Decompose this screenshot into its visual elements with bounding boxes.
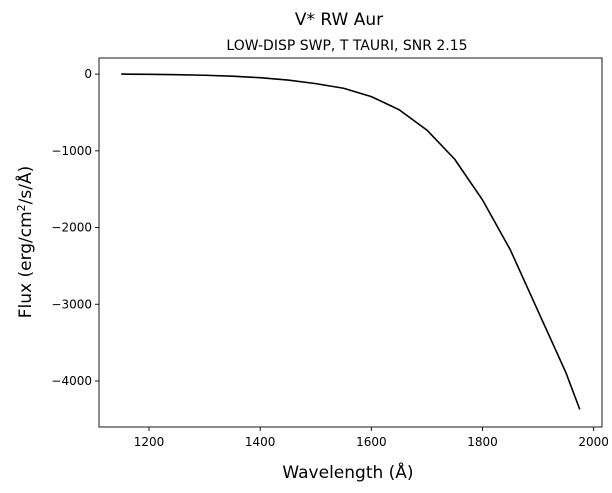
x-tick-label-1800: 1800: [467, 435, 498, 449]
y-tick-label--1000: −1000: [51, 144, 92, 158]
series-line-0: [121, 73, 581, 410]
y-tick-label--2000: −2000: [51, 221, 92, 235]
x-tick-label-1200: 1200: [134, 435, 165, 449]
x-axis-label: Wavelength (Å): [282, 461, 413, 483]
y-tick-label--4000: −4000: [51, 374, 92, 388]
chart-subtitle: LOW-DISP SWP, T TAURI, SNR 2.15: [226, 38, 467, 54]
chart-title: V* RW Aur: [295, 10, 383, 30]
x-tick-label-1400: 1400: [245, 435, 276, 449]
y-axis-label: Flux (erg/cm2/s/Å): [14, 166, 36, 319]
x-tick-label-1600: 1600: [356, 435, 387, 449]
x-tick-label-2000: 2000: [578, 435, 609, 449]
y-axis-label-superscript: 2: [15, 204, 28, 211]
y-tick-label-0: 0: [84, 67, 92, 81]
axes-frame: [98, 57, 603, 428]
y-tick-label--3000: −3000: [51, 297, 92, 311]
y-axis-label-prefix: Flux (erg/cm: [16, 211, 36, 318]
plot-area: 1200 1400 1600 1800 2000 0 −1000 −2000 −3000 −400…: [51, 57, 609, 449]
y-axis-label-suffix: /s/Å): [14, 166, 36, 205]
